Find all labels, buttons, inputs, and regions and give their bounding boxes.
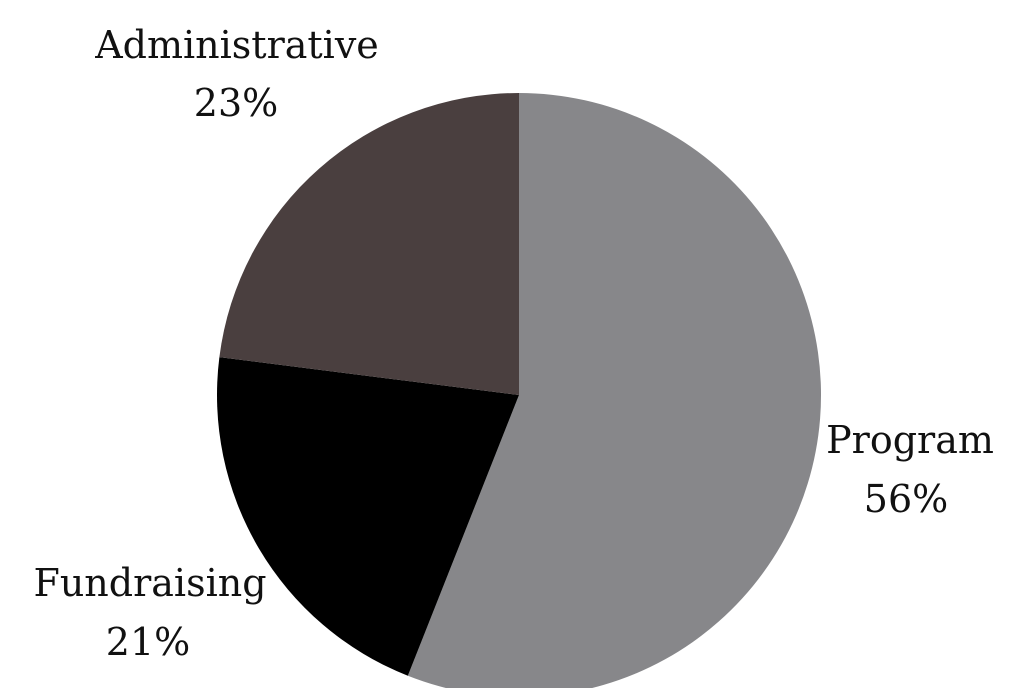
label-fundraising: Fundraising 21% xyxy=(33,561,266,664)
label-fundraising-name: Fundraising xyxy=(33,561,266,605)
label-program-value: 56% xyxy=(864,477,948,521)
pie-slice-administrative xyxy=(219,93,519,395)
pie-slices xyxy=(216,93,822,688)
label-program-name: Program xyxy=(826,418,994,462)
pie-slice-program xyxy=(407,93,822,688)
label-program: Program 56% xyxy=(826,418,994,521)
label-administrative-name: Administrative xyxy=(94,23,379,67)
label-fundraising-value: 21% xyxy=(106,620,190,664)
pie-slice-fundraising xyxy=(216,357,520,676)
label-administrative-value: 23% xyxy=(194,81,278,125)
label-administrative: Administrative 23% xyxy=(94,23,379,125)
